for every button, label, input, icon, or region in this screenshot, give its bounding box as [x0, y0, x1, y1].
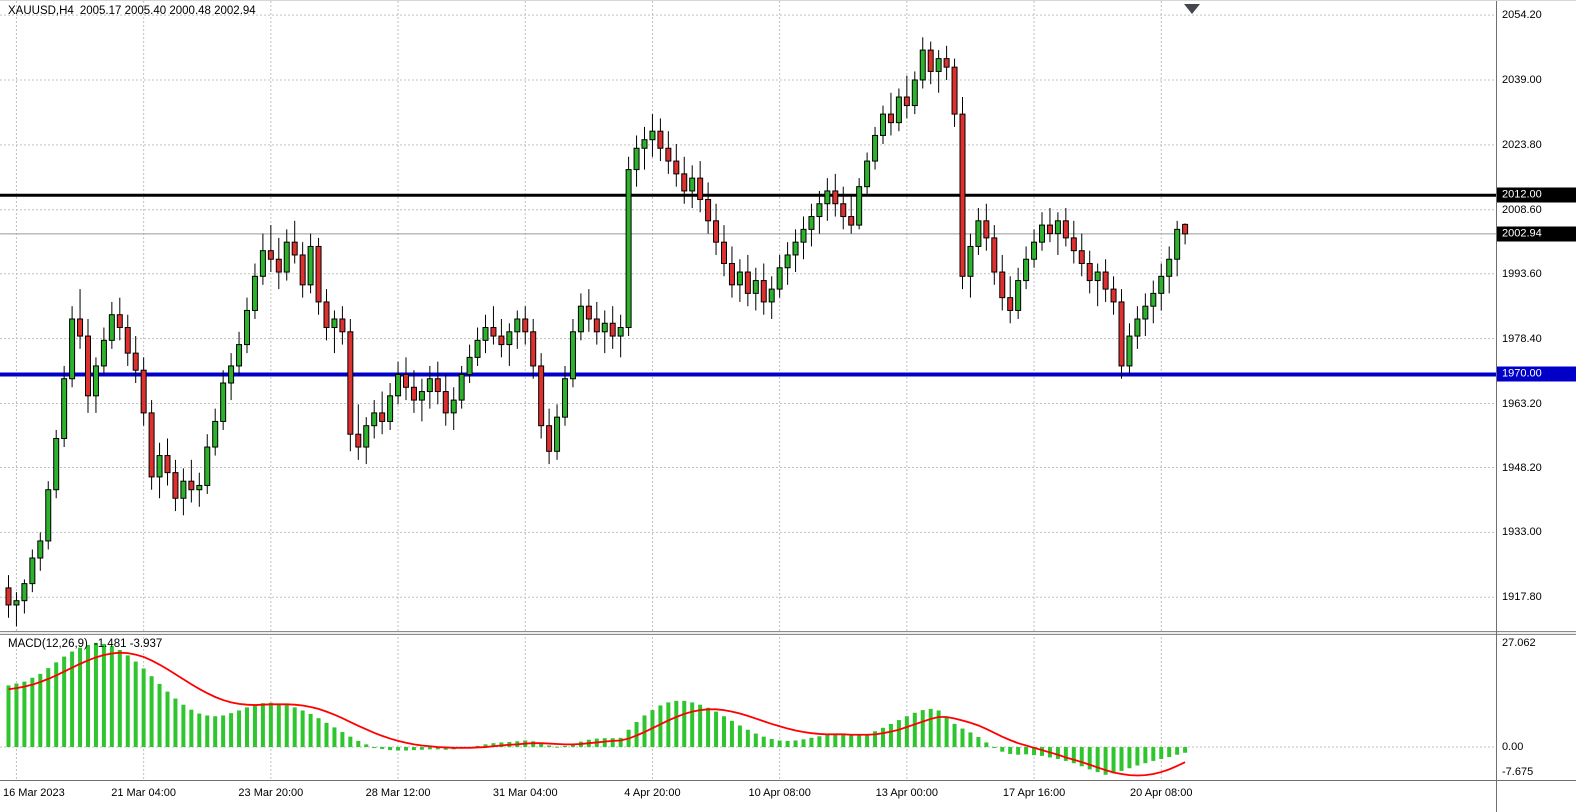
price-tag: 1970.00 — [1497, 366, 1576, 382]
main-chart-area[interactable] — [0, 1, 1496, 780]
macd-signal-line — [8, 651, 1186, 777]
macd-axis-label: -7.675 — [1502, 766, 1534, 778]
time-axis-label: 4 Apr 20:00 — [624, 787, 681, 799]
price-axis-label: 1963.20 — [1502, 397, 1542, 410]
price-axis-label: 1993.60 — [1502, 267, 1542, 280]
price-axis-label: 2039.00 — [1502, 73, 1542, 86]
time-axis-label: 17 Apr 16:00 — [1002, 787, 1066, 799]
price-axis-label: 1948.20 — [1502, 461, 1542, 474]
macd-axis-label: 0.00 — [1502, 741, 1524, 754]
macd-axis-label: 27.062 — [1502, 636, 1536, 649]
time-axis[interactable]: 16 Mar 2023 21 Mar 04:00 23 Mar 20:00 28 Ma… — [0, 780, 1576, 812]
panel-separator[interactable] — [0, 631, 1576, 635]
price-axis-label: 2023.80 — [1502, 138, 1542, 151]
ohlc-readout: 2005.17 2005.40 2000.48 2002.94 — [79, 5, 256, 17]
time-axis-label: 31 Mar 04:00 — [492, 787, 558, 799]
price-axis-label: 2008.60 — [1502, 203, 1542, 216]
price-axis[interactable]: 2054.20 2039.00 2023.80 2008.60 1993.60 1978.… — [1496, 1, 1576, 812]
symbol-period-label: XAUUSD,H4 — [8, 5, 74, 17]
macd-label: MACD(12,26,9) — [8, 638, 88, 650]
time-axis-label: 21 Mar 04:00 — [111, 787, 177, 799]
candlesticks — [5, 37, 1189, 627]
price-axis-label: 2054.20 — [1502, 9, 1542, 22]
price-axis-label: 1978.40 — [1502, 332, 1542, 345]
time-axis-label: 13 Apr 00:00 — [875, 787, 939, 799]
macd-indicator-info: MACD(12,26,9) -1.481 -3.937 — [8, 638, 168, 650]
macd-values: -1.481 -3.937 — [93, 638, 163, 650]
time-axis-label: 23 Mar 20:00 — [238, 787, 304, 799]
time-axis-label: 28 Mar 12:00 — [365, 787, 431, 799]
time-axis-label: 10 Apr 08:00 — [748, 787, 811, 799]
price-axis-label: 1917.80 — [1502, 591, 1542, 604]
chart-shift-marker-icon[interactable] — [1184, 4, 1200, 14]
time-axis-label: 16 Mar 2023 — [3, 787, 65, 799]
macd-histogram — [6, 642, 1188, 775]
price-axis-label: 1933.00 — [1502, 526, 1542, 539]
price-tag: 2012.00 — [1497, 187, 1576, 203]
symbol-info: XAUUSD,H4 2005.17 2005.40 2000.48 2002.94 — [8, 5, 262, 17]
time-axis-label: 20 Apr 08:00 — [1130, 787, 1193, 799]
price-tag: 2002.94 — [1497, 226, 1576, 242]
